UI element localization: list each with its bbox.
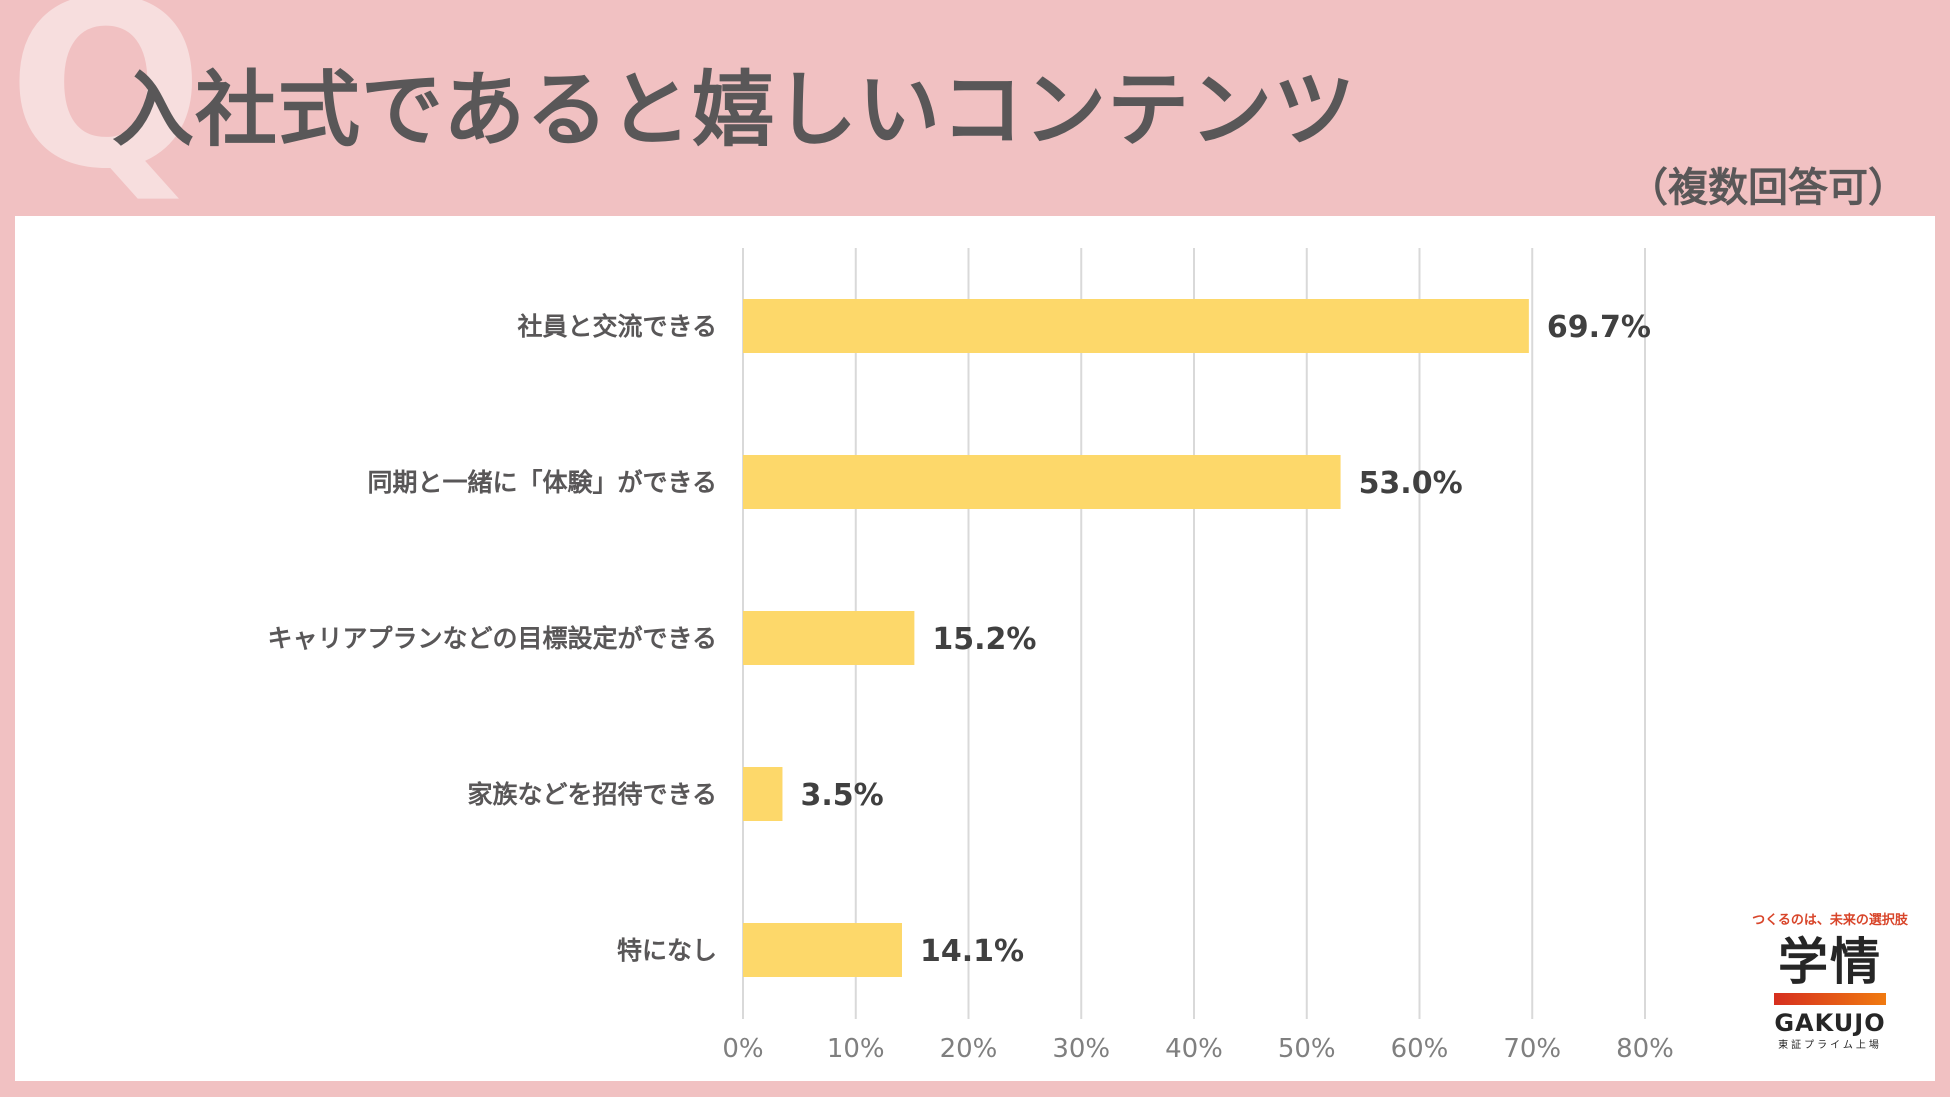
x-tick-label: 50% [1278, 1034, 1336, 1064]
x-tick-label: 0% [722, 1034, 763, 1064]
logo-tagline: つくるのは、未来の選択肢 [1752, 913, 1908, 928]
bar [743, 299, 1529, 353]
x-tick-label: 60% [1391, 1034, 1449, 1064]
bar [743, 767, 783, 821]
chart-panel: 0% 10% 20% 30% 40% 50% 60% 70% 80% 社員と交流できる 69.7% 同… [15, 216, 1935, 1081]
data-label: 15.2% [932, 622, 1036, 657]
page-subtitle: （複数回答可） [1628, 165, 1908, 211]
data-label: 53.0% [1359, 466, 1463, 501]
category-label: 同期と一緒に「体験」ができる [367, 468, 717, 497]
category-label: 社員と交流できる [517, 312, 717, 341]
x-tick-label: 70% [1503, 1034, 1561, 1064]
bar [743, 455, 1341, 509]
data-label: 14.1% [920, 934, 1024, 969]
bar [743, 611, 915, 665]
logo-listing: 東証プライム上場 [1778, 1040, 1882, 1051]
logo-name: GAKUJO [1774, 1009, 1886, 1037]
x-tick-label: 20% [940, 1034, 998, 1064]
logo-kanji: 学情 [1778, 933, 1882, 991]
x-tick-label: 10% [827, 1034, 885, 1064]
bar-chart: 0% 10% 20% 30% 40% 50% 60% 70% 80% 社員と交流できる 69.7% 同… [267, 248, 1674, 1064]
q-mark-decoration: Q [8, 0, 204, 220]
page-title: 入社式であると嬉しいコンテンツ [112, 63, 1357, 158]
category-label: 家族などを招待できる [467, 780, 717, 809]
data-label: 69.7% [1547, 310, 1651, 345]
bar [743, 923, 902, 977]
x-tick-label: 40% [1165, 1034, 1223, 1064]
x-tick-label: 30% [1052, 1034, 1110, 1064]
category-label: キャリアプランなどの目標設定ができる [267, 624, 717, 653]
logo-bar [1774, 993, 1886, 1005]
data-label: 3.5% [800, 778, 883, 813]
category-label: 特になし [617, 936, 717, 965]
x-tick-label: 80% [1616, 1034, 1674, 1064]
company-logo: つくるのは、未来の選択肢 学情 GAKUJO 東証プライム上場 [1740, 910, 1920, 1060]
